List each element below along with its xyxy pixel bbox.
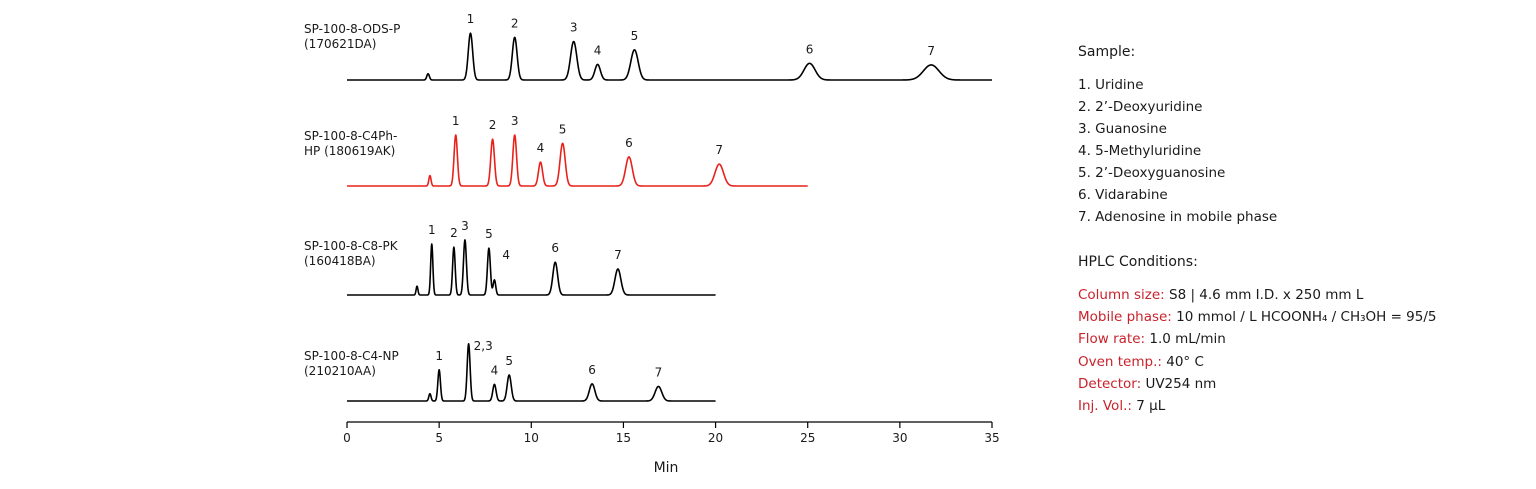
chromatogram-trace — [346, 134, 809, 187]
peak-number-label: 7 — [715, 143, 723, 157]
peak-number-label: 6 — [551, 241, 559, 255]
peak-number-label: 4 — [502, 248, 510, 262]
x-tick-label: 25 — [800, 431, 815, 445]
trace-name-label: SP-100-8-C4-NP — [304, 349, 399, 363]
condition-flow-rate: Flow rate: 1.0 mL/min — [1078, 328, 1528, 350]
peak-number-label: 7 — [614, 248, 622, 262]
condition-key: Detector: — [1078, 375, 1142, 392]
chromatogram-trace — [346, 343, 717, 402]
peak-number-label: 5 — [559, 122, 567, 136]
x-tick-label: 15 — [616, 431, 631, 445]
peak-number-label: 2 — [450, 226, 458, 240]
sample-list: 1. Uridine 2. 2’-Deoxyuridine 3. Guanosi… — [1078, 74, 1528, 228]
condition-value: UV254 nm — [1145, 375, 1217, 392]
condition-mobile-phase: Mobile phase: 10 mmol / L HCOONH₄ / CH₃O… — [1078, 306, 1528, 328]
peak-number-label: 1 — [467, 12, 475, 26]
peak-number-label: 3 — [461, 219, 469, 233]
condition-column-size: Column size: S8 | 4.6 mm I.D. x 250 mm L — [1078, 284, 1528, 306]
peak-number-label: 2 — [511, 16, 519, 30]
peak-number-label: 6 — [625, 136, 633, 150]
condition-oven-temp: Oven temp.: 40° C — [1078, 351, 1528, 373]
trace-name-label: HP (180619AK) — [304, 144, 395, 158]
condition-key: Column size: — [1078, 287, 1165, 303]
sample-item: 4. 5-Methyluridine — [1078, 143, 1202, 159]
peak-number-label: 2,3 — [474, 339, 493, 353]
peak-number-label: 4 — [491, 363, 499, 377]
conditions-title: HPLC Conditions: — [1078, 254, 1198, 270]
condition-value: S8 | 4.6 mm I.D. x 250 mm L — [1169, 287, 1364, 303]
x-tick-label: 30 — [892, 431, 907, 445]
peak-number-label: 2 — [489, 118, 497, 132]
info-panel: Sample: 1. Uridine 2. 2’-Deoxyuridine 3.… — [1078, 44, 1528, 417]
sample-item: 7. Adenosine in mobile phase — [1078, 209, 1278, 225]
peak-number-label: 4 — [594, 43, 602, 57]
condition-value: 1.0 mL/min — [1149, 331, 1226, 348]
chromatogram-trace — [346, 32, 993, 81]
sample-item: 1. Uridine — [1078, 77, 1144, 93]
conditions-list: Column size: S8 | 4.6 mm I.D. x 250 mm L… — [1078, 284, 1528, 417]
trace-name-label: (160418BA) — [304, 254, 376, 268]
x-axis-title: Min — [654, 460, 679, 476]
condition-key: Inj. Vol.: — [1078, 398, 1132, 415]
condition-value: 40° C — [1166, 353, 1204, 370]
condition-detector: Detector: UV254 nm — [1078, 373, 1528, 395]
trace-name-label: (170621DA) — [304, 37, 376, 51]
peak-number-label: 5 — [631, 29, 639, 43]
x-tick-label: 20 — [708, 431, 723, 445]
x-tick-label: 10 — [524, 431, 539, 445]
sample-item: 5. 2’-Deoxyguanosine — [1078, 165, 1226, 181]
trace-name-label: SP-100-8-ODS-P — [304, 22, 400, 36]
condition-value: 10 mmol / L HCOONH₄ / CH₃OH = 95/5 — [1176, 309, 1437, 326]
sample-title: Sample: — [1078, 44, 1136, 60]
condition-key: Oven temp.: — [1078, 353, 1162, 370]
peak-number-label: 3 — [511, 114, 519, 128]
x-tick-label: 5 — [435, 431, 443, 445]
trace-name-label: SP-100-8-C8-PK — [304, 239, 399, 253]
sample-item: 2. 2’-Deoxyuridine — [1078, 99, 1203, 115]
peak-number-label: 5 — [485, 227, 493, 241]
trace-name-label: (210210AA) — [304, 364, 376, 378]
peak-number-label: 4 — [537, 141, 545, 155]
peak-number-label: 7 — [655, 365, 663, 379]
condition-inj-vol: Inj. Vol.: 7 μL — [1078, 395, 1528, 417]
chromatogram-trace — [346, 239, 717, 296]
peak-number-label: 5 — [505, 354, 513, 368]
sample-item: 6. Vidarabine — [1078, 187, 1168, 203]
x-tick-label: 35 — [984, 431, 999, 445]
x-tick-label: 0 — [343, 431, 351, 445]
condition-key: Mobile phase: — [1078, 309, 1172, 326]
peak-number-label: 6 — [588, 363, 596, 377]
peak-number-label: 1 — [428, 223, 436, 237]
peak-number-label: 1 — [435, 349, 443, 363]
peak-number-label: 7 — [927, 44, 935, 58]
peak-number-label: 3 — [570, 21, 578, 35]
sample-item: 3. Guanosine — [1078, 121, 1167, 137]
trace-name-label: SP-100-8-C4Ph- — [304, 129, 397, 143]
condition-key: Flow rate: — [1078, 331, 1146, 348]
peak-number-label: 1 — [452, 114, 460, 128]
peak-number-label: 6 — [806, 42, 814, 56]
condition-value: 7 μL — [1136, 398, 1166, 415]
